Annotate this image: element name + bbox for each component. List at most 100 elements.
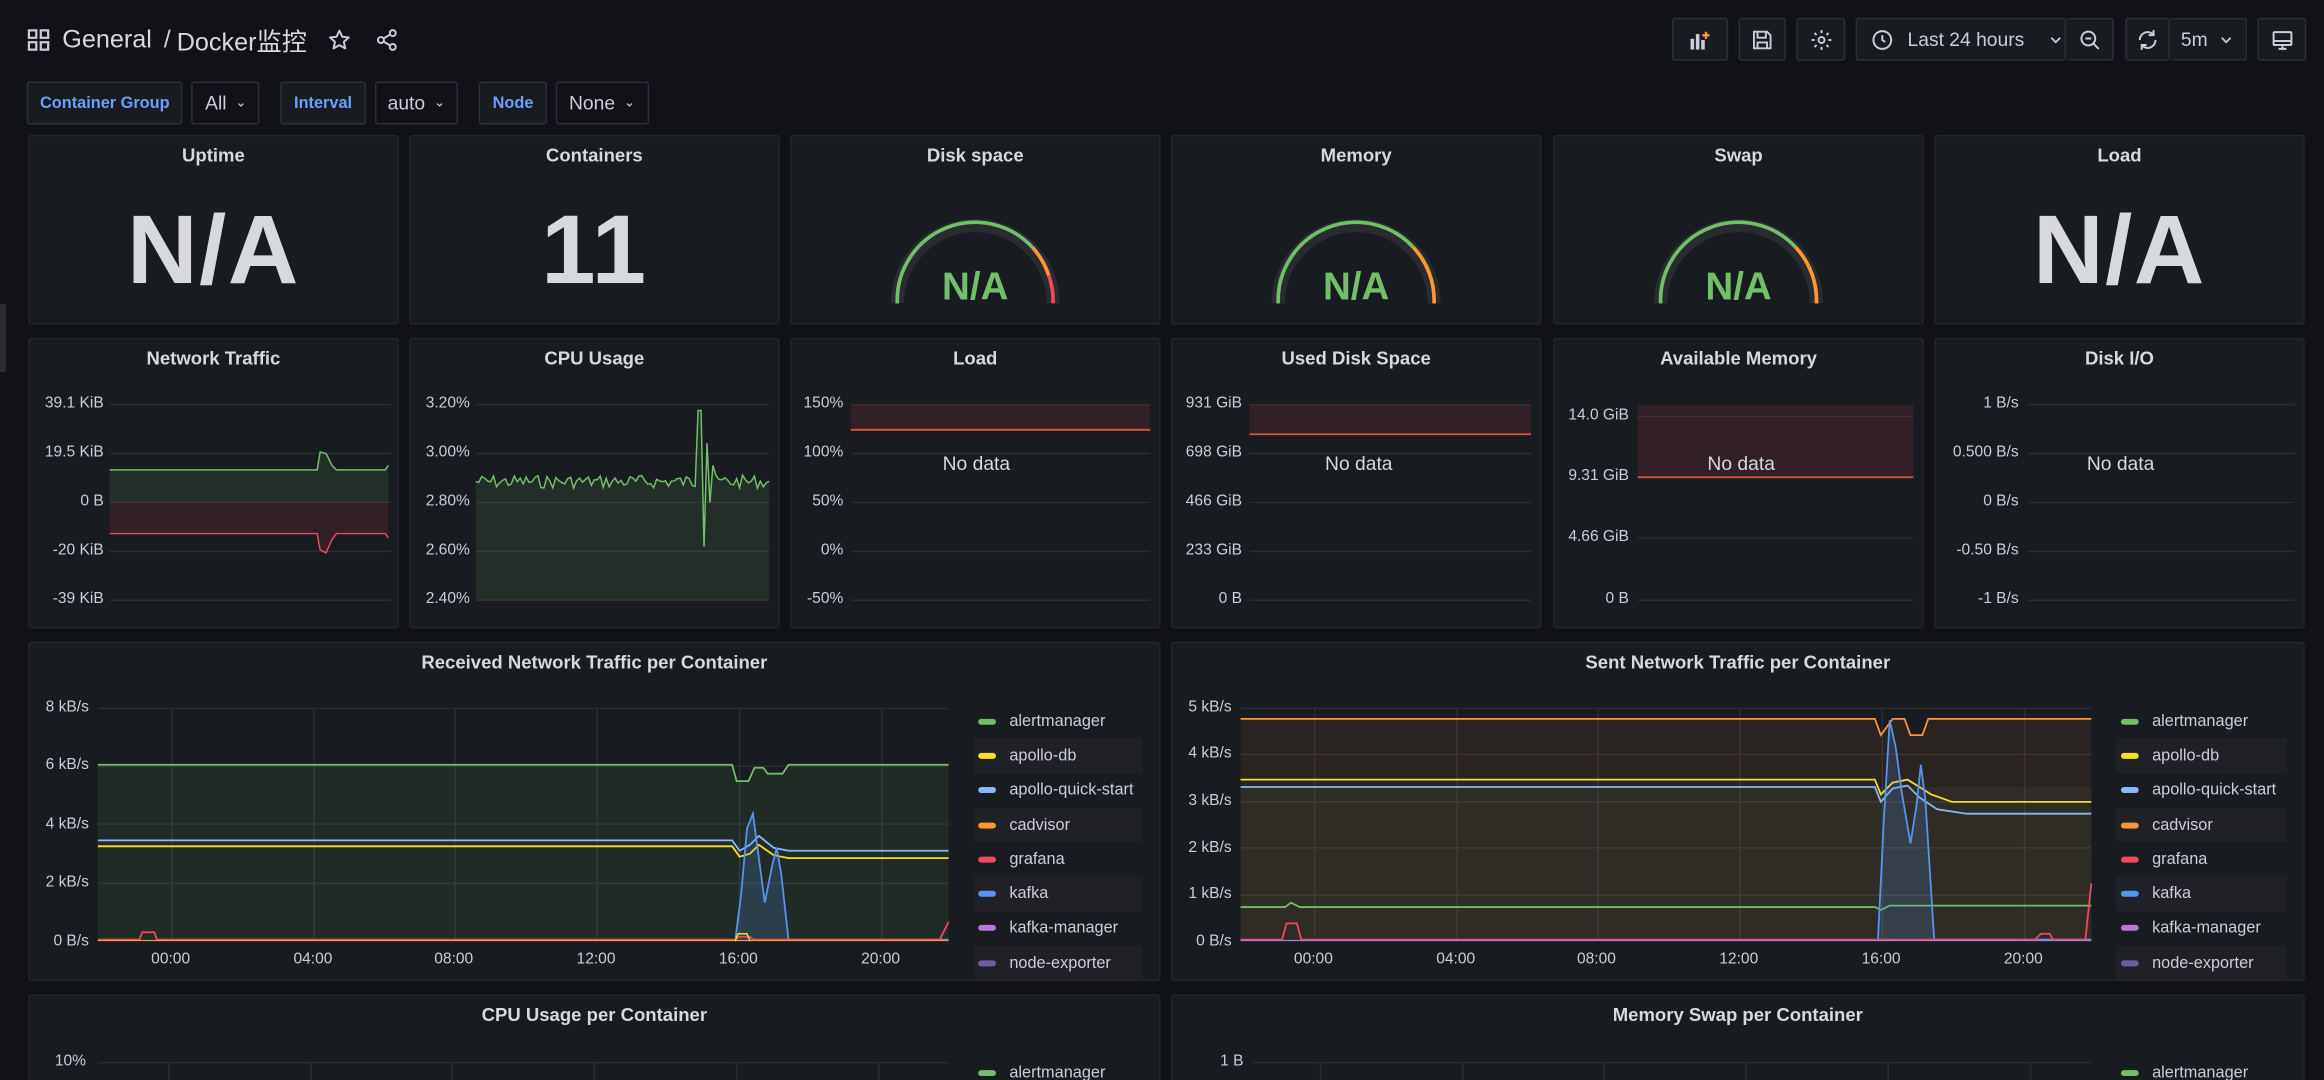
legend-item[interactable]: alertmanager [2116,704,2286,739]
legend-item[interactable]: alertmanager [974,704,1143,739]
disk-io-chart [2027,403,2295,602]
legend-label: node-exporter [2152,954,2254,972]
dashboard-settings-button[interactable] [1796,17,1846,61]
zoom-out-icon [2077,27,2101,51]
panel-load-stat[interactable]: Load N/A [1934,134,2305,325]
legend-item[interactable]: apollo-quick-start [2116,773,2286,808]
panel-title: Memory [1320,145,1392,166]
panel-available-memory[interactable]: Available Memory 14.0 GiB 9.31 GiB 4.66 … [1553,337,1924,629]
refresh-interval-picker[interactable]: 5m [2169,17,2247,61]
legend-item[interactable]: kafka [973,876,1143,912]
legend-swatch [2120,925,2139,932]
panel-uptime[interactable]: Uptime N/A [28,134,399,325]
no-data-label: No data [942,452,1011,475]
y-tick: 0 B [1605,589,1629,608]
legend: alertmanager apollo-db apollo-quick-star… [973,704,1143,981]
available-memory-chart [1637,404,1914,602]
y-tick: 4 kB/s [45,815,89,833]
panel-containers[interactable]: Containers 11 [409,134,780,325]
x-tick: 16:00 [1861,950,1901,968]
legend-swatch [978,960,996,966]
panel-used-disk-space[interactable]: Used Disk Space 931 GiB 698 GiB 466 GiB … [1170,337,1542,629]
legend-label: apollo-quick-start [1009,781,1134,800]
variable-select-container-group[interactable]: All ⌄ [191,81,260,125]
variable-select-node[interactable]: None ⌄ [555,81,649,125]
panel-load[interactable]: Load 150% 100% 50% 0% -50% No data [789,337,1161,629]
x-tick: 16:00 [718,950,758,968]
y-tick: 466 GiB [1185,492,1243,510]
dashboard-title[interactable]: Docker监控 [176,28,307,57]
refresh-button[interactable] [2125,17,2170,61]
y-tick: -50% [807,589,844,608]
breadcrumb-folder[interactable]: General [62,24,152,53]
legend-item[interactable]: apollo-db [2116,738,2287,774]
x-tick: 00:00 [1293,950,1333,968]
legend-label: alertmanager [1009,1064,1106,1080]
legend-item[interactable]: node-exporter [2116,945,2287,981]
top-navbar: General / Docker监控 Last 24 hours [0,0,2324,77]
legend-item[interactable]: cadvisor [973,807,1143,843]
legend-swatch [2120,960,2139,966]
panel-title: Load [953,348,998,370]
stat-value: N/A [126,194,300,304]
legend-item[interactable]: grafana [974,842,1143,877]
y-tick: 150% [803,394,844,413]
panel-network-traffic[interactable]: Network Traffic 39.1 KiB 19.5 KiB 0 B -2… [28,337,399,629]
share-icon[interactable] [375,27,399,51]
legend-item[interactable]: grafana [2116,842,2286,877]
panel-memory[interactable]: Memory N/A [1170,134,1542,325]
legend-item[interactable]: node-exporter [973,945,1143,981]
legend-label: cadvisor [2152,815,2213,834]
y-tick: 0 B [80,492,104,510]
zoom-out-button[interactable] [2066,17,2114,61]
panel-cpu-usage-per-container[interactable]: CPU Usage per Container 10% alertmanager [28,994,1161,1080]
panel-swap[interactable]: Swap N/A [1553,134,1924,325]
tv-mode-button[interactable] [2257,17,2307,61]
used-disk-chart [1249,403,1532,602]
panel-title: Disk I/O [2084,348,2154,370]
grid-icon[interactable] [27,27,51,51]
y-tick: 931 GiB [1185,394,1243,413]
add-panel-button[interactable] [1671,17,1729,61]
breadcrumb: General / Docker监控 [27,21,399,58]
save-dashboard-button[interactable] [1738,17,1786,61]
legend-item[interactable]: kafka [2116,876,2287,912]
variable-select-interval[interactable]: auto ⌄ [374,81,459,125]
x-tick: 00:00 [151,950,191,968]
legend-swatch [2120,787,2139,794]
panel-received-network-traffic[interactable]: Received Network Traffic per Container 8… [28,641,1161,982]
time-range-picker[interactable]: Last 24 hours [1855,17,2067,61]
panel-sent-network-traffic[interactable]: Sent Network Traffic per Container 5 kB/… [1170,641,2305,982]
legend-swatch [2120,856,2139,863]
star-icon[interactable] [328,27,352,51]
legend-swatch [2120,718,2139,725]
panel-cpu-usage[interactable]: CPU Usage 3.20% 3.00% 2.80% 2.60% 2.40% [409,337,780,629]
save-icon [1750,27,1774,51]
x-tick: 08:00 [434,950,474,968]
panel-memory-swap-per-container[interactable]: Memory Swap per Container 1 B alertmanag… [1170,994,2305,1080]
legend-item[interactable]: kafka-manager [2116,911,2286,946]
legend: alertmanager [974,1058,1143,1080]
x-tick: 20:00 [2003,950,2043,968]
legend-swatch [978,718,996,725]
legend-item[interactable]: alertmanager [2116,1058,2286,1080]
panel-title: Received Network Traffic per Container [421,652,768,673]
stat-value: N/A [2032,194,2206,304]
legend-label: kafka-manager [1009,919,1119,938]
chevron-down-icon [2047,30,2065,48]
legend-item[interactable]: apollo-quick-start [974,773,1143,808]
panel-title: CPU Usage per Container [481,1004,708,1026]
y-tick: 0 B/s [1983,492,2019,510]
x-tick: 04:00 [293,950,333,968]
legend-item[interactable]: cadvisor [2116,807,2287,843]
legend-item[interactable]: alertmanager [974,1058,1143,1080]
panel-disk-io[interactable]: Disk I/O 1 B/s 0.500 B/s 0 B/s -0.50 B/s… [1934,337,2305,629]
gear-icon [1809,27,1833,51]
panel-disk-space[interactable]: Disk space N/A [789,134,1161,325]
legend-item[interactable]: apollo-db [973,738,1143,774]
y-tick: 100% [803,443,844,461]
legend-swatch [978,787,996,794]
chevron-down-icon: ⌄ [235,94,247,110]
legend-item[interactable]: kafka-manager [974,911,1143,946]
gauge-value: N/A [1322,263,1390,309]
